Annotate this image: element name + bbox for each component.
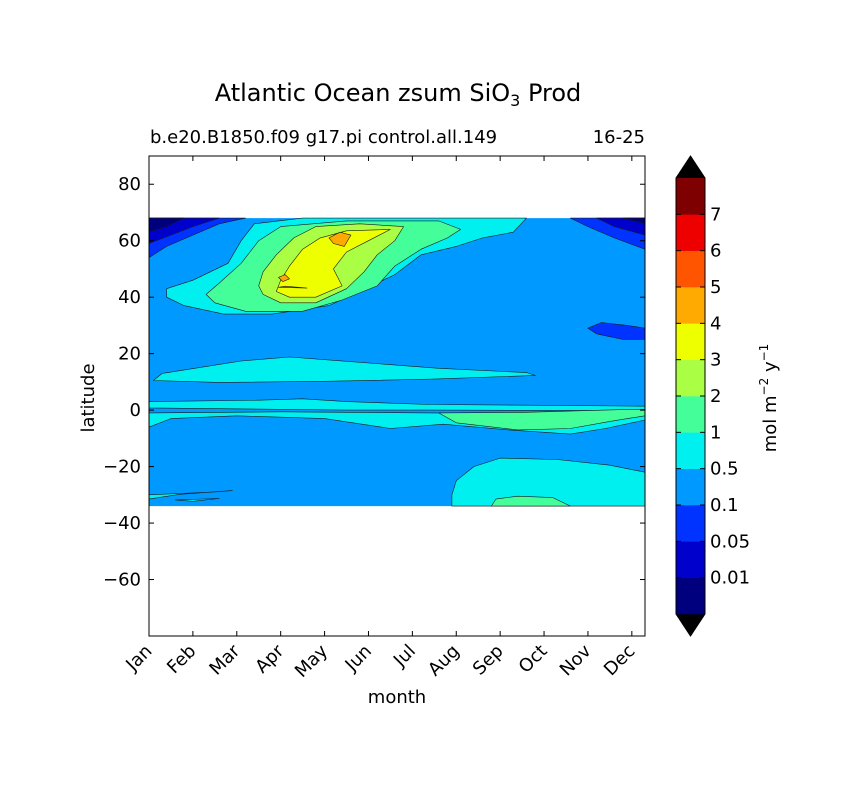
colorbar-tick-label: 6: [710, 241, 721, 262]
contour-north-bloom-4c: [278, 285, 308, 289]
colorbar-tick-label: 4: [710, 313, 721, 334]
contour-ne-pocket: [587, 322, 645, 340]
y-tick-label: 60: [118, 231, 141, 252]
x-tick-label: May: [291, 640, 332, 681]
chart-title-suffix: Prod: [520, 79, 581, 107]
x-tick-label: Nov: [556, 640, 596, 680]
y-tick-label: 40: [118, 287, 141, 308]
y-tick-label: 0: [130, 400, 141, 421]
contour-north-bloom-3: [275, 229, 391, 298]
x-axis-label: month: [368, 687, 426, 708]
x-tick-label: Mar: [205, 640, 244, 679]
x-tick-label: Dec: [600, 641, 639, 680]
y-axis-label: latitude: [78, 363, 99, 432]
colorbar-swatch: [676, 287, 705, 324]
plot-area: [148, 155, 646, 637]
contour-south-band-1: [491, 495, 571, 507]
x-tick-label: Apr: [251, 640, 288, 677]
colorbar-swatch: [676, 178, 705, 215]
subtitle-left: b.e20.B1850.f09 g17.pi control.all.149: [150, 127, 497, 148]
y-tick-label: −60: [103, 570, 141, 591]
contour-north-bloom-4b: [278, 274, 290, 282]
contour-equatorial-green: [438, 408, 645, 431]
y-tick-label: −40: [103, 513, 141, 534]
x-tick-label: Feb: [163, 641, 200, 678]
colorbar-swatch: [676, 505, 705, 542]
colorbar-extend-top: [676, 156, 705, 178]
colorbar-tick-label: 1: [710, 422, 721, 443]
colorbar-swatch: [676, 577, 705, 615]
colorbar-tick-label: 7: [710, 204, 721, 225]
colorbar-label: mol m−2 y−1: [757, 344, 781, 453]
colorbar-tick-label: 5: [710, 277, 721, 298]
colorbar-swatch: [676, 396, 705, 433]
plot-frame: [148, 155, 646, 637]
colorbar-swatch: [676, 432, 705, 469]
colorbar-swatch: [676, 359, 705, 397]
colorbar-swatch: [676, 468, 705, 506]
colorbar-outline: [675, 155, 706, 637]
subtitle-right: 16-25: [593, 127, 645, 148]
colorbar-tick-label: 0.05: [710, 531, 750, 552]
y-tick-label: −20: [103, 457, 141, 478]
colorbar-swatch: [676, 323, 705, 360]
contour-southwest-streak-2: [175, 498, 220, 502]
x-tick-label: Oct: [515, 641, 552, 678]
chart-title-subscript: 3: [510, 91, 520, 110]
contour-north-bloom-4a: [328, 231, 352, 247]
contour-band-20n: [153, 356, 536, 383]
y-axis: 80 60 40 20 0 −20 −40 −60: [103, 174, 645, 591]
contour-north-edge-low-3: [149, 217, 185, 233]
colorbar-swatch: [676, 250, 705, 288]
contour-southwest-streak: [149, 490, 233, 500]
contour-ne-edge-low-2: [596, 217, 645, 236]
colorbar-tick-label: 3: [710, 350, 721, 371]
y-tick-label: 20: [118, 344, 141, 365]
colorbar-tick-label: 0.01: [710, 568, 750, 589]
x-tick-label: Jul: [389, 641, 420, 672]
contour-band-equator-north: [149, 398, 645, 412]
colorbar-tick-label: 2: [710, 386, 721, 407]
colorbar-extend-bottom: [676, 614, 705, 636]
chart-title: Atlantic Ocean zsum SiO3 Prod: [215, 79, 582, 110]
colorbar-swatch: [676, 541, 705, 578]
colorbar: 0.01 0.05 0.1 0.5 1 2 3 4 5 6 7: [675, 155, 750, 637]
colorbar-tick-label: 0.1: [710, 495, 739, 516]
x-tick-label: Sep: [469, 641, 508, 680]
x-tick-label: Aug: [424, 641, 464, 681]
chart-title-prefix: Atlantic Ocean zsum SiO: [215, 79, 510, 107]
contour-fills: [149, 217, 645, 507]
colorbar-swatch: [676, 214, 705, 251]
contour-ne-edge-low-3: [622, 217, 645, 225]
x-tick-label: Jun: [341, 641, 376, 676]
x-tick-label: Jan: [121, 641, 156, 676]
contour-south-band-0.5: [451, 457, 645, 507]
colorbar-tick-label: 0.5: [710, 459, 739, 480]
y-tick-label: 80: [118, 174, 141, 195]
